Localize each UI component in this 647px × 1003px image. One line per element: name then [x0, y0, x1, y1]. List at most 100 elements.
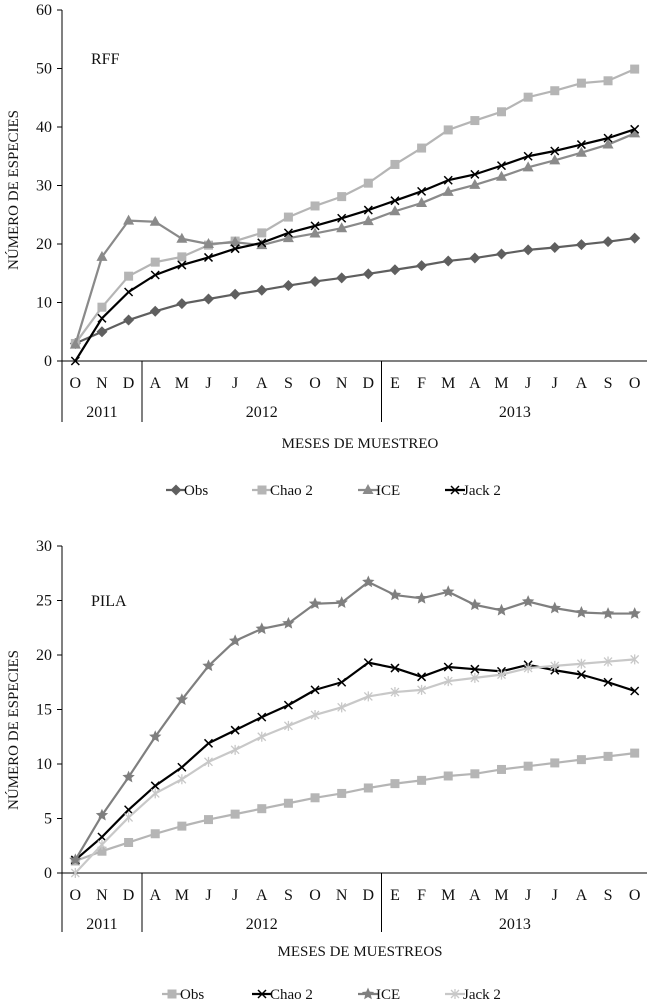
chart-rff-series-jack-2-point — [443, 175, 453, 185]
chart-rff-x-tick-label: S — [604, 375, 613, 392]
chart-pila-series-ice-point — [202, 659, 215, 672]
chart-rff-series-jack-2-point — [417, 186, 427, 196]
chart-pila-x-tick-label: D — [363, 887, 375, 904]
chart-pila-series-chao-2-point — [363, 658, 373, 668]
chart-rff-series-chao-2-point — [150, 257, 160, 267]
chart-pila-x-tick-label: A — [469, 887, 481, 904]
chart-rff-series-ice-point — [282, 232, 294, 243]
chart-rff-y-tick-label: 20 — [36, 236, 52, 253]
chart-rff-series-ice-point — [469, 178, 481, 189]
chart-pila-series-ice-point — [521, 595, 535, 607]
chart-rff-series-obs-point — [229, 288, 241, 300]
chart-pila-y-tick-label: 20 — [36, 647, 52, 664]
chart-rff-series-jack-2-point — [523, 151, 533, 161]
chart-pila-series-obs-point — [576, 755, 586, 765]
chart-rff-legend-marker — [362, 484, 374, 494]
chart-pila-series-chao-2-point — [97, 832, 107, 842]
chart-rff-series-jack-2-point — [70, 356, 80, 366]
chart-pila-series-jack-2-point — [470, 672, 480, 683]
chart-rff-series-jack-2-point — [390, 196, 400, 206]
chart-rff-series-chao-2-point — [390, 159, 400, 169]
chart-rff-series-obs-point — [176, 298, 188, 310]
chart-rff-series-chao-2-point — [257, 228, 267, 238]
chart-rff-series-jack-2-point — [550, 146, 560, 156]
chart-pila-x-tick-label: M — [441, 887, 455, 904]
chart-rff-x-tick-label: O — [629, 375, 641, 392]
chart-rff-series-obs-point — [575, 239, 587, 251]
chart-pila-series-ice-point — [308, 597, 322, 610]
chart-pila-x-tick-label: A — [576, 887, 588, 904]
chart-rff-x-tick-label: S — [284, 375, 293, 392]
chart-pila-series-obs-point — [497, 764, 506, 774]
chart-rff-legend-item-obs: Obs — [166, 483, 208, 499]
chart-pila-series-chao-2-point — [150, 781, 160, 791]
chart-pila-series-chao-2-point — [257, 712, 267, 722]
chart-rff-series-ice-point — [389, 205, 401, 216]
chart-pila-x-tick-label: M — [175, 887, 189, 904]
chart-pila-legend-item-ice: ICE — [358, 987, 400, 1003]
chart-rff-x-tick-label: J — [205, 375, 211, 392]
chart-pila-y-axis-label: NÚMERO DE ESPECIES — [5, 650, 22, 810]
chart-rff-series-obs-point — [442, 255, 454, 267]
chart-pila-x-tick-label: J — [525, 887, 531, 904]
chart-pila-legend-label: Obs — [180, 987, 204, 1003]
chart-pila-series-ice — [69, 575, 641, 866]
chart-rff-x-tick-label: D — [363, 375, 375, 392]
chart-rff-y-tick-label: 30 — [36, 178, 52, 195]
chart-pila-series-jack-2-point — [417, 684, 427, 695]
chart-rff-series-obs-point — [282, 280, 294, 292]
chart-rff-series-ice-point — [149, 215, 161, 226]
chart-pila-x-tick-label: E — [390, 887, 400, 904]
chart-rff-series-jack-2-point — [363, 205, 373, 215]
chart-pila-series-jack-2-point — [390, 687, 400, 698]
chart-rff-series-chao-2-point — [283, 212, 293, 222]
chart-rff-series-obs-point — [629, 232, 641, 244]
chart-rff-series-ice-line — [74, 132, 636, 345]
chart-rff-series-chao-2-point — [550, 86, 560, 96]
chart-pila-series-ice-point — [69, 853, 82, 866]
chart-pila-series-obs-line — [74, 752, 635, 863]
chart-pila-x-tick-label: O — [309, 887, 321, 904]
chart-rff-series-ice-point — [176, 232, 188, 243]
chart-pila-series-jack-2-point — [310, 709, 320, 720]
chart-pila-series-obs-point — [417, 775, 427, 785]
chart-rff-series-obs-point — [336, 272, 348, 284]
chart-pila-series-chao-2-point — [124, 805, 134, 815]
chart-pila-y-tick-label: 0 — [44, 865, 52, 882]
chart-rff-x-tick-label: O — [70, 375, 82, 392]
chart-rff-series-ice-point — [496, 170, 507, 181]
chart-rff-x-tick-label: A — [256, 375, 268, 392]
chart-rff-series-ice-point — [229, 236, 241, 247]
chart-rff-x-tick-label: O — [309, 375, 321, 392]
chart-pila-y-tick-label: 15 — [36, 702, 52, 719]
chart-rff-series-chao-2 — [70, 64, 640, 348]
chart-pila-x-tick-label: F — [417, 887, 426, 904]
chart-pila-series-ice-point — [175, 693, 189, 705]
chart-rff-y-tick-label: 60 — [36, 2, 52, 19]
chart-rff-series-jack-2 — [70, 124, 640, 366]
chart-rff-series-chao-2-point — [310, 201, 320, 211]
chart-pila-series-jack-2-point — [603, 656, 613, 667]
chart-rff-series-ice-point — [416, 197, 428, 208]
chart-pila-series-obs-point — [337, 788, 347, 798]
chart-pila-legend-marker — [257, 989, 267, 999]
chart-rff-series-ice-point — [69, 338, 81, 349]
chart-pila-series-obs-point — [257, 804, 267, 814]
chart-pila-legend-item-chao-2: Chao 2 — [252, 987, 313, 1003]
chart-rff-legend-label: Jack 2 — [463, 483, 501, 499]
chart-rff-series-jack-2-point — [496, 161, 507, 171]
chart-pila-x-tick-label: J — [205, 887, 211, 904]
chart-rff-series-chao-2-point — [337, 192, 347, 202]
chart-pila-legend-label: Jack 2 — [463, 987, 501, 1003]
chart-rff-series-jack-2-point — [150, 270, 160, 280]
chart-pila-x-axis-label: MESES DE MUESTREOS — [277, 944, 442, 960]
chart-pila-legend-marker — [450, 989, 460, 999]
chart-rff-y-tick-label: 40 — [36, 119, 52, 136]
chart-rff-series-chao-2-point — [576, 78, 586, 88]
chart-pila-series-ice-point — [228, 634, 242, 647]
chart-pila-series-obs-point — [310, 793, 320, 803]
chart-pila-year-label: 2011 — [86, 916, 117, 933]
chart-rff-series-ice-point — [549, 154, 561, 165]
chart-rff-year-label: 2011 — [86, 404, 117, 421]
